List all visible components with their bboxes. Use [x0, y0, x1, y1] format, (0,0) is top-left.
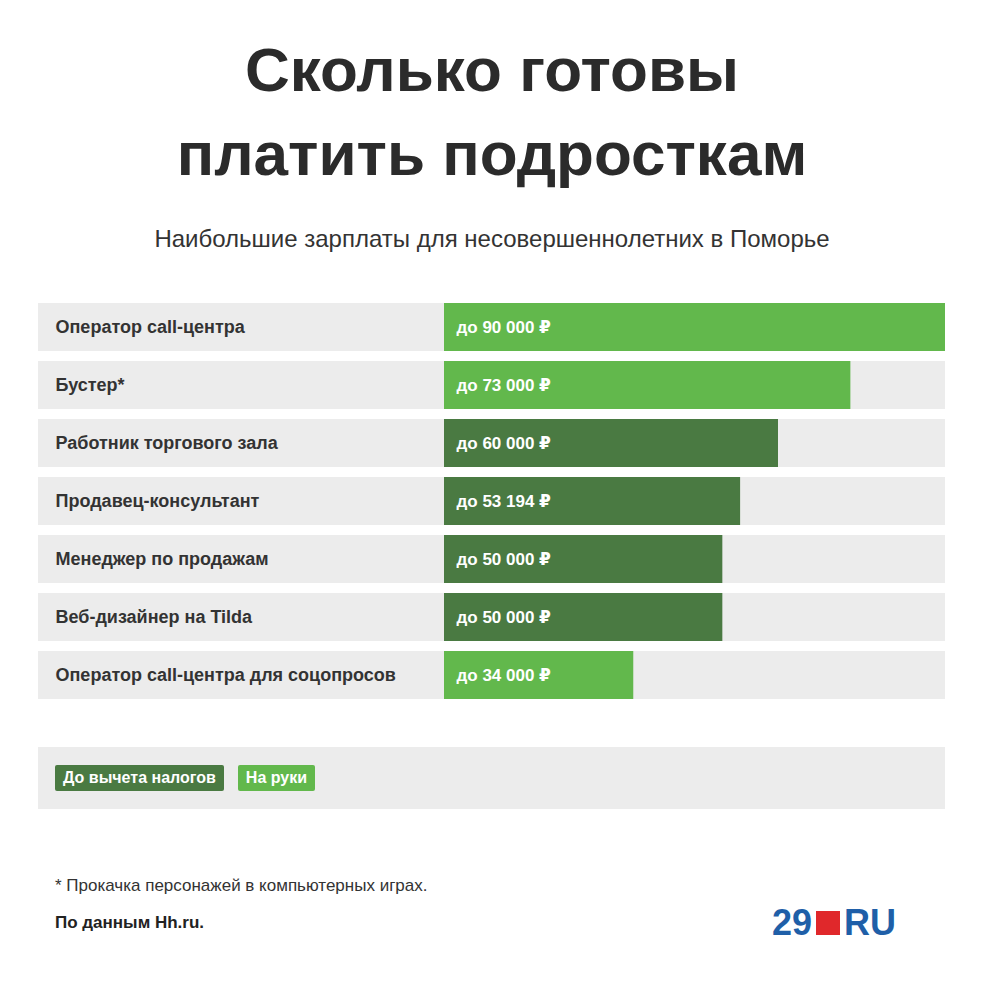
html-text:29: 29 [772, 902, 812, 943]
svg-text:Оператор call-центра: Оператор call-центра [56, 317, 246, 337]
html-text:По данным Hh.ru.: По данным Hh.ru. [55, 913, 204, 932]
html-text:* Прокачка персонажей в компью: * Прокачка персонажей в компьютерных игр… [55, 876, 428, 895]
svg-text:до 60 000 ₽: до 60 000 ₽ [457, 434, 552, 453]
svg-text:до 34 000 ₽: до 34 000 ₽ [457, 666, 552, 685]
svg-text:до 53 194 ₽: до 53 194 ₽ [457, 492, 552, 511]
svg-text:Работник торгового зала: Работник торгового зала [56, 433, 279, 453]
html-text:Сколько готовы платить подрост: Сколько готовы платить подросткам [176, 35, 808, 188]
svg-text:Менеджер по продажам: Менеджер по продажам [56, 549, 269, 569]
html-text:На руки: На руки [245, 769, 307, 786]
svg-text:до 50 000 ₽: до 50 000 ₽ [457, 608, 552, 627]
svg-text:Продавец-консультант: Продавец-консультант [56, 491, 260, 511]
svg-text:Бустер*: Бустер* [56, 375, 125, 395]
svg-text:до 50 000 ₽: до 50 000 ₽ [457, 550, 552, 569]
svg-text:Оператор call-центра для соцоп: Оператор call-центра для соцопросов [56, 665, 396, 685]
svg-text:Веб-дизайнер на Tilda: Веб-дизайнер на Tilda [56, 607, 254, 627]
html-text:Наибольшие зарплаты для несове: Наибольшие зарплаты для несовершеннолетн… [154, 225, 830, 252]
svg-text:до 73 000 ₽: до 73 000 ₽ [457, 376, 552, 395]
html-text:До вычета налогов: До вычета налогов [63, 769, 216, 786]
html-text:RU: RU [844, 902, 896, 943]
svg-text:до 90 000 ₽: до 90 000 ₽ [457, 318, 552, 337]
